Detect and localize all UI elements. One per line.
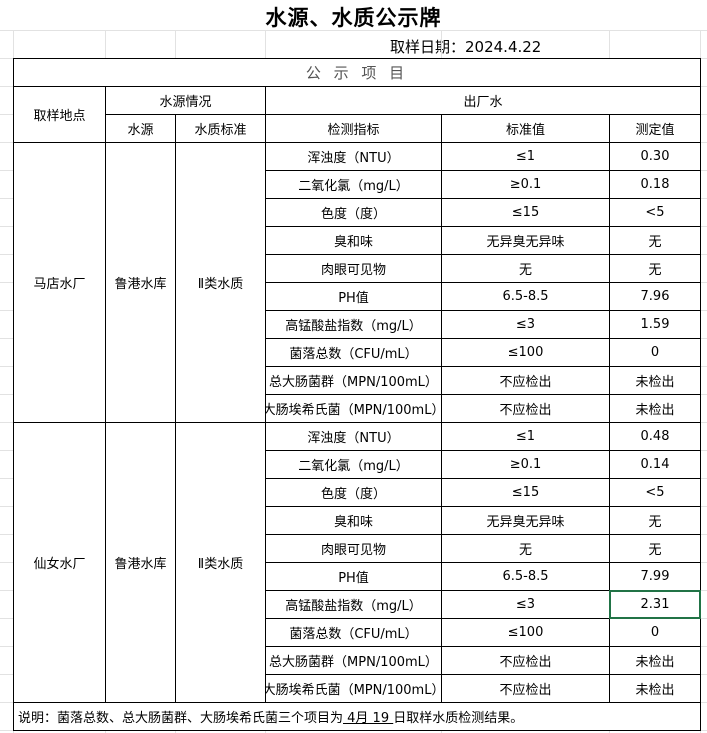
limit: ≤1	[441, 422, 610, 451]
measured: 未检出	[609, 394, 701, 423]
limit: ≤100	[441, 618, 610, 647]
measured: 7.96	[609, 282, 701, 311]
indicator: 肉眼可见物	[265, 534, 442, 563]
indicator: 高锰酸盐指数（mg/L）	[265, 590, 442, 619]
limit: ≥0.1	[441, 170, 610, 199]
banner: 公 示 项 目	[13, 58, 701, 87]
header-cell: 出厂水	[265, 86, 701, 115]
indicator: 菌落总数（CFU/mL）	[265, 618, 442, 647]
limit: 不应检出	[441, 646, 610, 675]
quality-standard: Ⅱ类水质	[175, 422, 266, 703]
source-name: 鲁港水库	[105, 142, 176, 423]
limit: ≤15	[441, 478, 610, 507]
indicator: 大肠埃希氏菌（MPN/100mL）	[265, 674, 442, 703]
note: 说明：菌落总数、总大肠菌群、大肠埃希氏菌三个项目为 4月 19 日取样水质检测结…	[13, 702, 701, 731]
measured: 无	[609, 534, 701, 563]
limit: ≤1	[441, 142, 610, 171]
indicator: 二氧化氯（mg/L）	[265, 450, 442, 479]
indicator: 色度（度）	[265, 478, 442, 507]
measured: 无	[609, 226, 701, 255]
site-name: 马店水厂	[13, 142, 106, 423]
header-cell: 标准值	[441, 114, 610, 143]
measured: 2.31	[609, 590, 701, 619]
indicator: PH值	[265, 562, 442, 591]
date: 取样日期：2024.4.22	[390, 38, 542, 56]
measured: 无	[609, 254, 701, 283]
limit: 无	[441, 534, 610, 563]
measured: 7.99	[609, 562, 701, 591]
measured: 0.48	[609, 422, 701, 451]
indicator: 色度（度）	[265, 198, 442, 227]
indicator: 菌落总数（CFU/mL）	[265, 338, 442, 367]
measured: 未检出	[609, 646, 701, 675]
measured: 0.30	[609, 142, 701, 171]
limit: 不应检出	[441, 674, 610, 703]
limit: 不应检出	[441, 366, 610, 395]
indicator: 总大肠菌群（MPN/100mL）	[265, 366, 442, 395]
measured: 未检出	[609, 366, 701, 395]
site-name: 仙女水厂	[13, 422, 106, 703]
measured: 0	[609, 338, 701, 367]
measured: <5	[609, 478, 701, 507]
limit: 无	[441, 254, 610, 283]
limit: ≥0.1	[441, 450, 610, 479]
indicator: 臭和味	[265, 506, 442, 535]
limit: ≤100	[441, 338, 610, 367]
indicator: 高锰酸盐指数（mg/L）	[265, 310, 442, 339]
title: 水源、水质公示牌	[265, 6, 442, 30]
header-cell: 测定值	[609, 114, 701, 143]
measured: 1.59	[609, 310, 701, 339]
measured: 无	[609, 506, 701, 535]
header-cell: 水质标准	[175, 114, 266, 143]
indicator: 浑浊度（NTU）	[265, 422, 442, 451]
indicator: 浑浊度（NTU）	[265, 142, 442, 171]
limit: ≤3	[441, 590, 610, 619]
indicator: 肉眼可见物	[265, 254, 442, 283]
quality-standard: Ⅱ类水质	[175, 142, 266, 423]
header-cell: 水源情况	[105, 86, 266, 115]
measured: 0	[609, 618, 701, 647]
header-cell: 取样地点	[13, 86, 106, 143]
limit: ≤3	[441, 310, 610, 339]
indicator: 大肠埃希氏菌（MPN/100mL）	[265, 394, 442, 423]
measured: 0.14	[609, 450, 701, 479]
measured: 未检出	[609, 674, 701, 703]
limit: 不应检出	[441, 394, 610, 423]
limit: 6.5-8.5	[441, 562, 610, 591]
source-name: 鲁港水库	[105, 422, 176, 703]
limit: ≤15	[441, 198, 610, 227]
header-cell: 检测指标	[265, 114, 442, 143]
limit: 无异臭无异味	[441, 506, 610, 535]
measured: 0.18	[609, 170, 701, 199]
indicator: PH值	[265, 282, 442, 311]
note-text: 4月 19	[343, 711, 394, 726]
indicator: 臭和味	[265, 226, 442, 255]
indicator: 二氧化氯（mg/L）	[265, 170, 442, 199]
grid-line	[0, 30, 707, 31]
note-text: 说明：菌落总数、总大肠菌群、大肠埃希氏菌三个项目为	[18, 711, 344, 726]
note-text: 日取样水质检测结果。	[393, 711, 524, 726]
header-cell: 水源	[105, 114, 176, 143]
measured: <5	[609, 198, 701, 227]
limit: 6.5-8.5	[441, 282, 610, 311]
limit: 无异臭无异味	[441, 226, 610, 255]
indicator: 总大肠菌群（MPN/100mL）	[265, 646, 442, 675]
